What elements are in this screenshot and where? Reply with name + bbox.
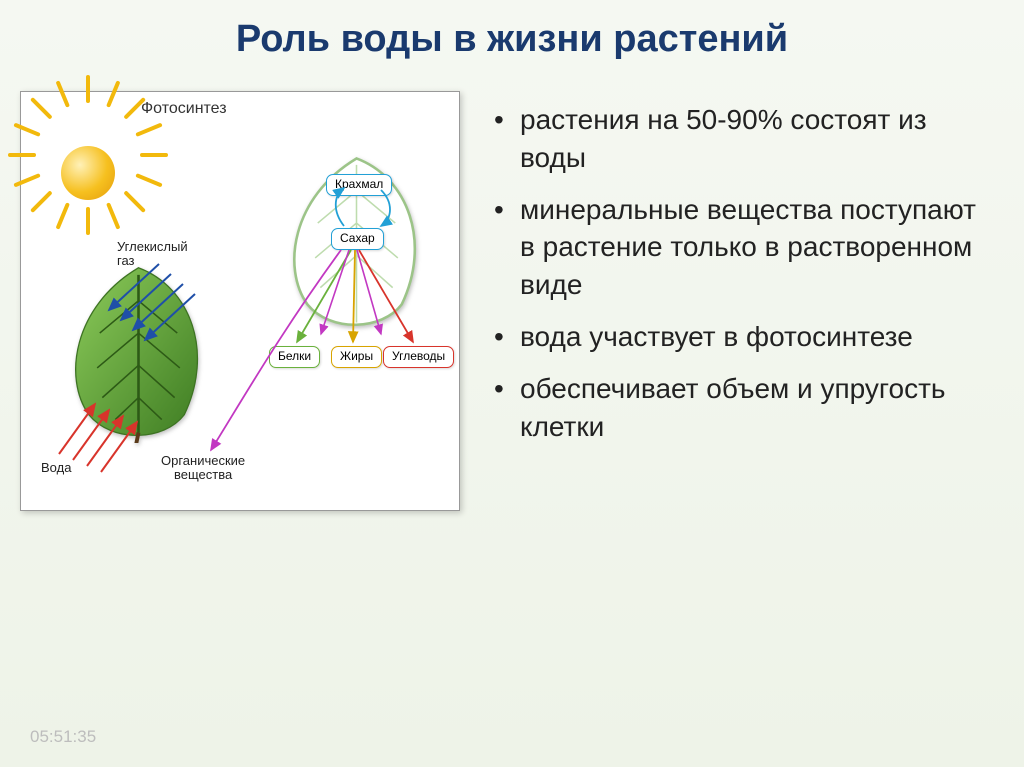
sun-icon — [43, 128, 133, 218]
page-title: Роль воды в жизни растений — [0, 0, 1024, 71]
bullet-list: растения на 50-90% состоят из воды минер… — [490, 91, 984, 511]
box-fats: Жиры — [331, 346, 382, 368]
box-sugar: Сахар — [331, 228, 384, 250]
photosynthesis-diagram: Фотосинтез Углекис — [20, 91, 460, 511]
timestamp: 05:51:35 — [30, 727, 96, 747]
leaf-main — [61, 262, 216, 443]
box-starch: Крахмал — [326, 174, 392, 196]
content-row: Фотосинтез Углекис — [0, 71, 1024, 511]
list-item: обеспечивает объем и упругость клетки — [490, 370, 984, 446]
label-organic: Органическиевещества — [161, 454, 245, 483]
list-item: растения на 50-90% состоят из воды — [490, 101, 984, 177]
box-carbs: Углеводы — [383, 346, 454, 368]
label-co2: Углекислыйгаз — [117, 240, 188, 269]
list-item: минеральные вещества поступают в растени… — [490, 191, 984, 304]
label-water: Вода — [41, 460, 71, 475]
diagram-title: Фотосинтез — [141, 100, 227, 118]
list-item: вода участвует в фотосинтезе — [490, 318, 984, 356]
box-protein: Белки — [269, 346, 320, 368]
